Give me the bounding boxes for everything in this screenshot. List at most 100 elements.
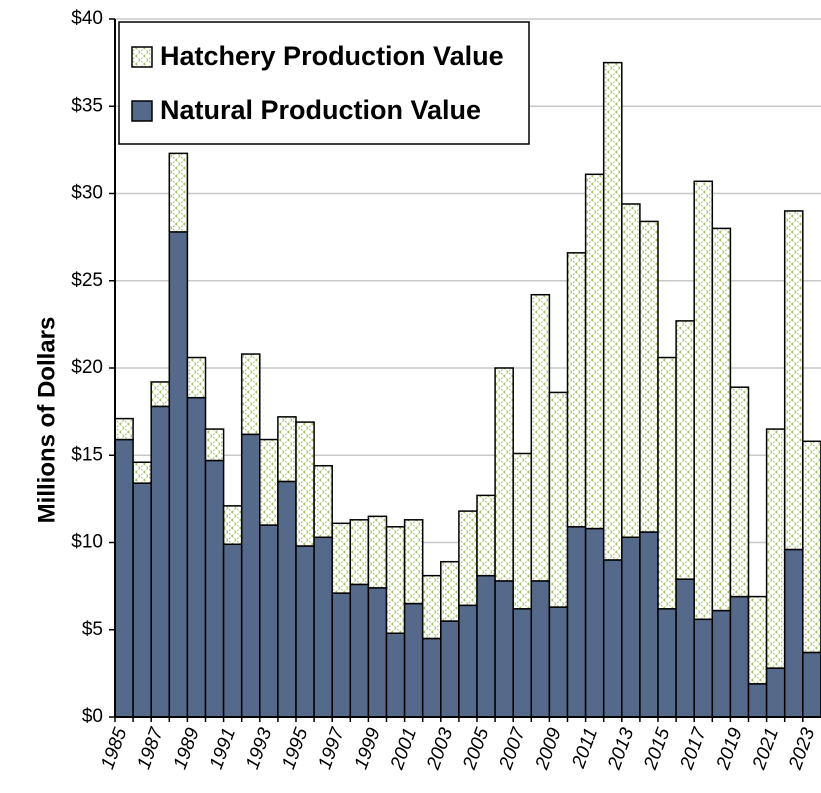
y-tick-label: $5 bbox=[82, 619, 103, 640]
natural-bar bbox=[584, 527, 605, 718]
natural-bar bbox=[747, 683, 768, 718]
legend-swatch bbox=[131, 100, 153, 122]
hatchery-bar bbox=[548, 391, 569, 608]
natural-bar bbox=[548, 606, 569, 718]
hatchery-bar bbox=[602, 61, 623, 561]
x-tick-label: 2005 bbox=[459, 725, 494, 773]
hatchery-bar bbox=[783, 210, 804, 551]
hatchery-bar bbox=[277, 416, 297, 483]
hatchery-bar bbox=[512, 452, 533, 610]
natural-bar bbox=[168, 231, 189, 718]
x-tick-label: 2001 bbox=[387, 725, 422, 773]
hatchery-bar bbox=[584, 173, 605, 530]
natural-bar bbox=[259, 524, 279, 718]
natural-bar bbox=[657, 608, 677, 718]
y-tick-label: $30 bbox=[71, 183, 103, 204]
hatchery-bar bbox=[367, 515, 388, 589]
x-tick-label: 2015 bbox=[640, 725, 675, 773]
hatchery-bar bbox=[331, 522, 352, 594]
natural-bar bbox=[367, 587, 388, 718]
hatchery-bar bbox=[186, 356, 207, 399]
natural-bar bbox=[476, 574, 496, 718]
natural-bar bbox=[114, 438, 134, 718]
y-tick-label: $15 bbox=[71, 444, 103, 465]
x-tick-label: 2013 bbox=[604, 725, 639, 773]
natural-bar bbox=[240, 433, 261, 718]
x-tick-label: 2019 bbox=[712, 725, 747, 773]
natural-bar bbox=[295, 545, 315, 718]
x-tick-label: 1991 bbox=[206, 725, 240, 772]
hatchery-bar bbox=[494, 367, 514, 582]
x-tick-label: 1987 bbox=[133, 724, 168, 772]
hatchery-bar bbox=[204, 428, 225, 462]
natural-bar bbox=[458, 604, 478, 718]
y-tick-label: $10 bbox=[71, 532, 103, 553]
x-tick-label: 1989 bbox=[170, 725, 204, 772]
hatchery-bar bbox=[530, 293, 551, 582]
natural-bar bbox=[277, 480, 297, 718]
hatchery-bar bbox=[566, 252, 587, 528]
natural-bar bbox=[602, 559, 623, 718]
natural-bar bbox=[150, 405, 171, 718]
x-tick-label: 2011 bbox=[568, 725, 602, 772]
hatchery-bar bbox=[240, 353, 261, 436]
natural-bar bbox=[132, 482, 152, 718]
y-tick-label: $40 bbox=[71, 8, 103, 29]
natural-bar bbox=[729, 595, 750, 718]
natural-bar bbox=[494, 580, 514, 718]
y-tick-label: $25 bbox=[71, 270, 103, 291]
natural-bar bbox=[765, 667, 786, 718]
hatchery-bar bbox=[168, 152, 189, 233]
hatchery-bar bbox=[639, 220, 659, 533]
hatchery-bar bbox=[802, 440, 821, 654]
legend-label: Natural Production Value bbox=[160, 95, 481, 125]
hatchery-bar bbox=[150, 381, 171, 408]
natural-bar bbox=[385, 632, 406, 718]
x-tick-label: 2023 bbox=[785, 725, 820, 773]
x-tick-label: 1997 bbox=[314, 724, 349, 772]
hatchery-bar bbox=[295, 421, 315, 547]
hatchery-bar bbox=[385, 526, 406, 634]
natural-bar bbox=[204, 459, 225, 718]
hatchery-bar bbox=[657, 356, 677, 610]
natural-bar bbox=[186, 396, 207, 718]
natural-bar bbox=[331, 592, 352, 718]
hatchery-bar bbox=[458, 510, 478, 607]
hatchery-bar bbox=[132, 461, 152, 484]
hatchery-bar bbox=[747, 595, 768, 685]
x-tick-label: 1993 bbox=[242, 725, 276, 772]
natural-bar bbox=[711, 609, 732, 718]
y-tick-label: $20 bbox=[71, 357, 103, 378]
hatchery-bar bbox=[222, 505, 243, 545]
natural-bar bbox=[421, 637, 442, 718]
x-tick-label: 1995 bbox=[278, 725, 312, 772]
x-tick-label: 2017 bbox=[676, 724, 711, 773]
y-tick-label: $0 bbox=[82, 706, 103, 727]
natural-bar bbox=[403, 602, 424, 718]
natural-bar bbox=[222, 543, 243, 718]
x-tick-label: 1985 bbox=[97, 725, 131, 772]
hatchery-bar bbox=[259, 438, 279, 526]
legend-label: Hatchery Production Value bbox=[160, 41, 504, 71]
hatchery-bar bbox=[403, 519, 424, 605]
hatchery-bar bbox=[621, 203, 641, 539]
legend-box bbox=[118, 21, 530, 145]
hatchery-bar bbox=[693, 180, 714, 621]
hatchery-bar bbox=[349, 519, 370, 586]
natural-bar bbox=[566, 526, 587, 718]
y-axis-label: Millions of Dollars bbox=[33, 317, 60, 524]
natural-bar bbox=[783, 548, 804, 718]
hatchery-bar bbox=[476, 494, 496, 577]
natural-bar bbox=[530, 580, 551, 718]
x-tick-label: 2021 bbox=[749, 725, 784, 773]
hatchery-bar bbox=[711, 227, 732, 612]
hatchery-bar bbox=[440, 560, 460, 622]
hatchery-bar bbox=[313, 464, 333, 539]
x-tick-label: 2007 bbox=[495, 724, 530, 773]
natural-bar bbox=[675, 578, 695, 718]
hatchery-bar bbox=[114, 417, 134, 441]
hatchery-bar bbox=[421, 574, 442, 640]
natural-bar bbox=[639, 531, 659, 718]
y-tick-label: $35 bbox=[71, 95, 103, 116]
